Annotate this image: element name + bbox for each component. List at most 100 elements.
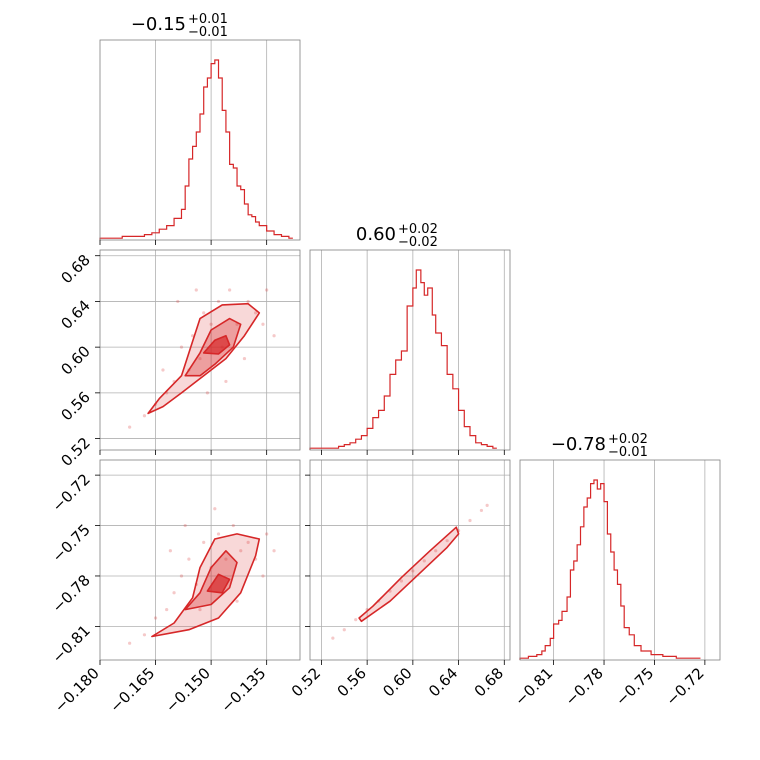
- sample-point: [434, 549, 438, 553]
- sample-point: [235, 599, 239, 603]
- sample-point: [179, 574, 184, 578]
- sample-point: [202, 540, 206, 544]
- x-tick-label: −0.135: [218, 664, 270, 716]
- x-tick-label: 0.68: [471, 664, 507, 700]
- sample-point: [246, 540, 250, 544]
- sample-point: [128, 641, 132, 645]
- panel-title-lower-error: −0.02: [398, 235, 438, 250]
- panel-title-upper-error: +0.02: [608, 432, 648, 447]
- sample-point: [331, 636, 335, 640]
- x-tick-label: −0.75: [612, 664, 657, 709]
- sample-point: [354, 618, 358, 622]
- axes-frame: [309, 459, 511, 661]
- sample-point: [153, 616, 158, 620]
- sample-point: [228, 288, 232, 292]
- x-tick-label: 0.64: [425, 664, 461, 700]
- sample-point: [265, 532, 269, 536]
- sample-point: [142, 633, 147, 637]
- sample-point: [198, 607, 202, 612]
- y-tick-label: 0.56: [57, 388, 93, 424]
- density-contour-level-1: [147, 302, 261, 415]
- axes-frame: [309, 249, 511, 451]
- panel-title-median: −0.78: [551, 434, 606, 455]
- sample-point: [261, 574, 265, 578]
- sample-point: [224, 379, 228, 384]
- x-tick-label: −0.78: [562, 664, 607, 709]
- y-tick-label: −0.81: [49, 621, 94, 666]
- sample-point: [161, 368, 165, 372]
- x-tick-label: −0.72: [662, 664, 707, 709]
- scatter-panel-param-1-vs-2: 0.52 0.56 0.60 0.64 0.68: [57, 249, 301, 470]
- y-tick-label: −0.78: [49, 571, 94, 616]
- sample-point: [165, 607, 169, 612]
- density-contour-level-1: [358, 526, 460, 623]
- histogram-panel-param-1: −0.15 +0.01−0.01: [99, 12, 301, 245]
- sample-point: [179, 345, 184, 349]
- scatter-panel-param-1-vs-3: −0.180 −0.165 −0.150 −0.135 −0.81 −0.78 −0.75 −…: [49, 459, 301, 716]
- sample-point: [142, 414, 147, 418]
- histogram-panel-param-2: 0.60 +0.02−0.02: [309, 222, 511, 455]
- histogram-step-line: [309, 269, 497, 450]
- panel-title-median: 0.60: [356, 224, 396, 245]
- histogram-step-line: [519, 479, 701, 660]
- panel-title-lower-error: −0.01: [608, 445, 648, 460]
- density-contour-level-3: [206, 573, 231, 594]
- sample-point: [485, 503, 489, 507]
- sample-point: [265, 288, 269, 292]
- x-tick-label: −0.150: [162, 664, 214, 716]
- axes-frame: [519, 459, 721, 661]
- histogram-step-line: [99, 59, 293, 240]
- panel-title-upper-error: +0.01: [188, 12, 228, 27]
- density-contour-level-1: [151, 533, 261, 638]
- density-contour-level-2: [184, 549, 238, 611]
- sample-point: [342, 628, 346, 632]
- sample-point: [246, 299, 250, 304]
- sample-point: [399, 579, 404, 583]
- sample-point: [479, 508, 484, 513]
- axes-frame: [99, 249, 301, 451]
- x-tick-label: −0.165: [106, 664, 158, 716]
- panel-title-upper-error: +0.02: [398, 222, 438, 237]
- sample-point: [242, 356, 247, 361]
- sample-point: [422, 559, 426, 563]
- sample-point: [205, 391, 210, 395]
- sample-point: [213, 507, 217, 511]
- scatter-panel-param-2-vs-3: 0.52 0.56 0.60 0.64 0.68: [288, 459, 511, 700]
- x-tick-label: 0.52: [288, 664, 324, 700]
- sample-point: [468, 518, 472, 523]
- sample-point: [198, 356, 202, 361]
- sample-point: [216, 532, 221, 536]
- axes-frame: [99, 39, 301, 241]
- sample-point: [202, 311, 206, 315]
- sample-point: [445, 539, 449, 543]
- y-tick-label: 0.64: [57, 297, 93, 333]
- y-tick-label: −0.75: [49, 521, 94, 566]
- panel-title-lower-error: −0.01: [188, 25, 228, 40]
- sample-point: [231, 523, 235, 528]
- y-tick-label: 0.52: [57, 434, 93, 470]
- sample-point: [253, 311, 258, 315]
- sample-point: [183, 523, 187, 528]
- y-tick-label: 0.60: [57, 342, 93, 378]
- sample-point: [176, 299, 180, 304]
- y-tick-label: −0.72: [49, 470, 94, 515]
- panel-title-median: −0.15: [131, 14, 186, 35]
- sample-point: [261, 322, 265, 326]
- x-tick-label: 0.60: [379, 664, 415, 700]
- sample-point: [187, 557, 191, 561]
- density-contour-level-3: [202, 334, 231, 355]
- x-tick-label: 0.56: [334, 664, 370, 700]
- y-tick-label: 0.68: [57, 251, 93, 287]
- sample-point: [239, 549, 243, 553]
- x-tick-label: −0.180: [51, 664, 103, 716]
- sample-point: [411, 569, 415, 573]
- sample-point: [194, 288, 198, 292]
- sample-point: [224, 557, 228, 561]
- sample-point: [168, 549, 172, 553]
- sample-point: [272, 549, 276, 553]
- x-tick-label: −0.81: [511, 664, 556, 709]
- sample-point: [172, 591, 176, 595]
- sample-point: [128, 425, 132, 429]
- sample-point: [272, 334, 276, 338]
